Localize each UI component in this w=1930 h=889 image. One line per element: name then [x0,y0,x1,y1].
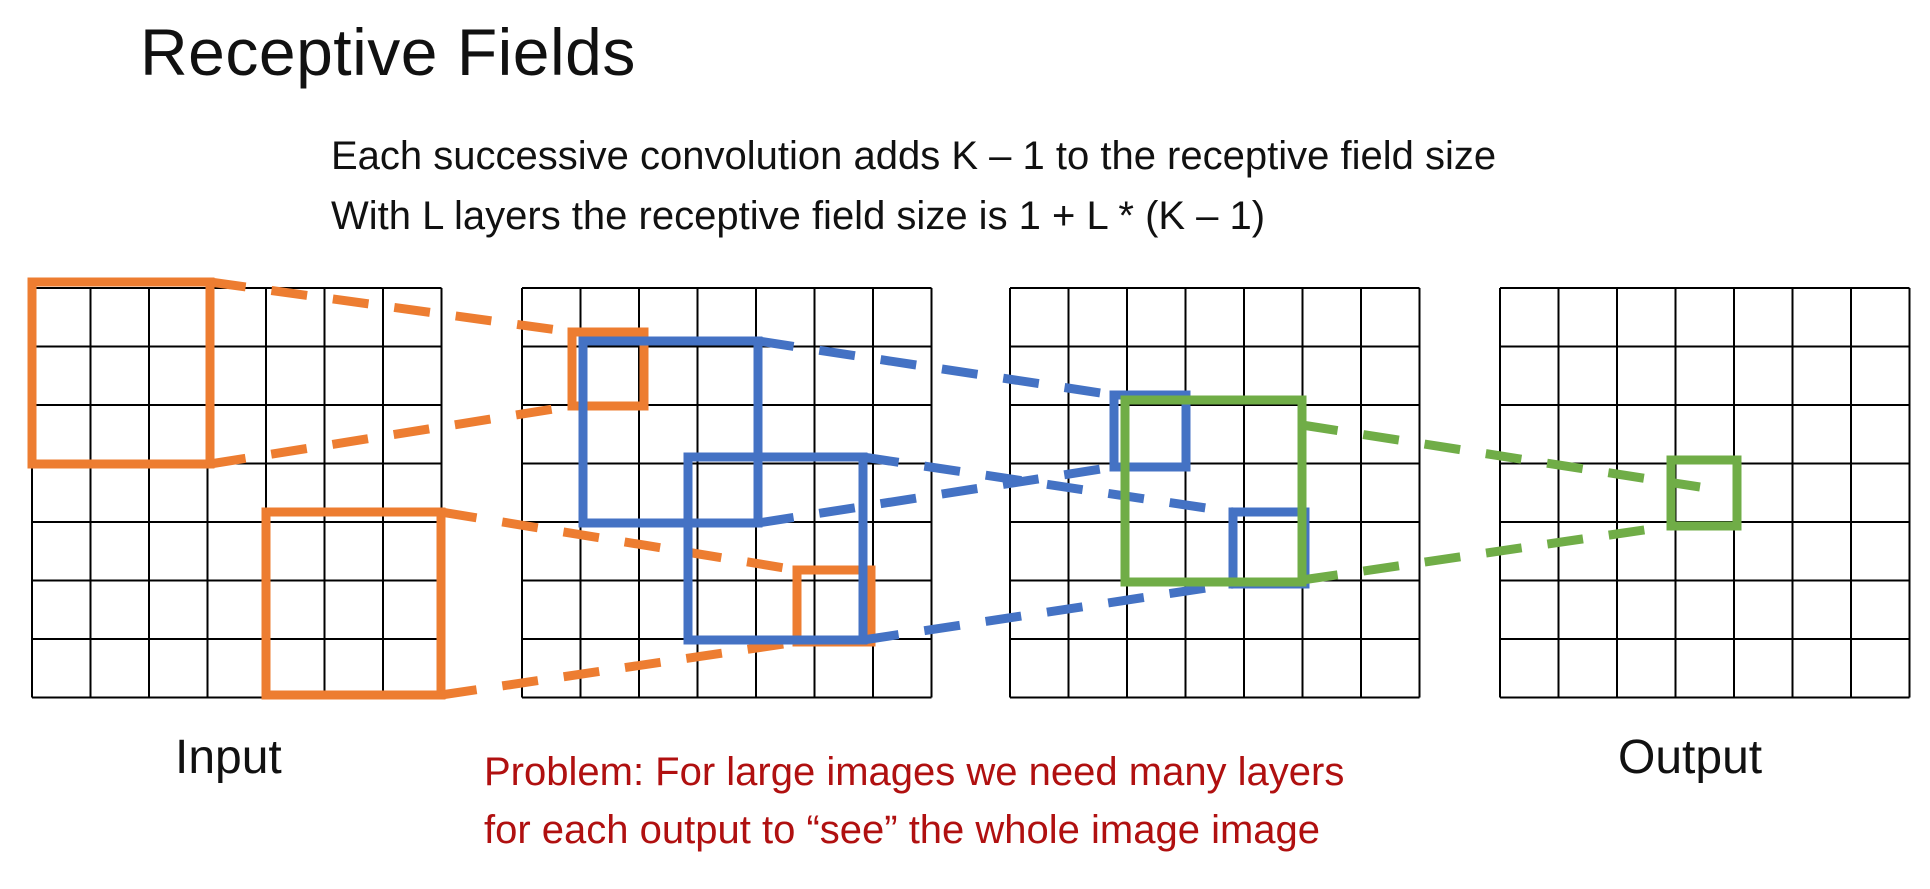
layer2-field [1120,395,1307,587]
input-field-top-left [27,277,215,469]
projection-line [209,277,573,337]
input-label: Input [175,731,282,784]
projection-line [209,401,573,469]
layer2-cell-top [1109,390,1191,472]
layer1-field-bottom [683,452,868,645]
projection-line [862,452,1234,517]
projection-line [1301,420,1701,492]
projection-line [757,462,1115,528]
description-line-2: With L layers the receptive field size i… [331,194,1266,238]
slide-title: Receptive Fields [140,15,636,89]
layer1-field-top [578,336,763,528]
projection-line [440,637,798,700]
problem-line-1: Problem: For large images we need many l… [484,750,1345,794]
layer1-cell-top [567,327,649,411]
layer2-grid [1009,287,1421,699]
output-label: Output [1618,731,1763,784]
projection-line [1301,521,1672,585]
projection-line [757,336,1115,400]
input-grid [31,287,443,699]
output-grid [1499,287,1911,699]
problem-line-2: for each output to “see” the whole image… [484,808,1321,852]
projection-line [862,579,1234,645]
description-line-1: Each successive convolution adds K – 1 t… [331,134,1497,178]
output-cell [1666,455,1742,531]
input-field-bottom [261,507,446,700]
